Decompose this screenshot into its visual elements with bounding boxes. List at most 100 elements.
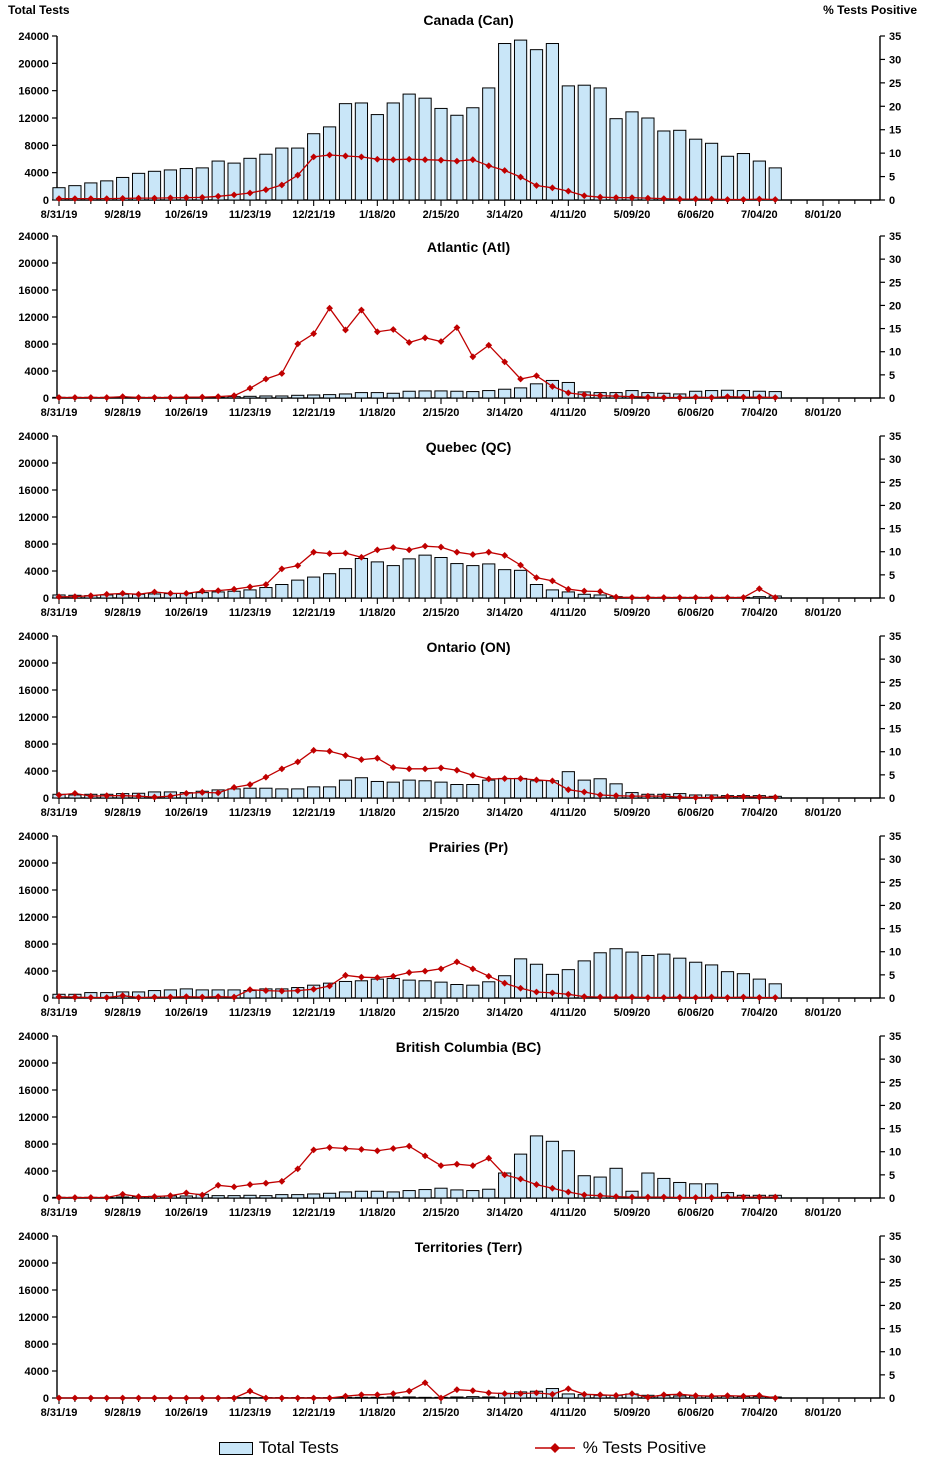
total-tests-bar — [338, 1191, 353, 1199]
x-tick-label: 7/04/20 — [741, 209, 778, 221]
pct-positive-marker — [580, 788, 588, 796]
left-tick-label: 16000 — [18, 885, 49, 897]
total-tests-bar — [275, 147, 289, 201]
left-tick-label: 20000 — [18, 1258, 49, 1270]
pct-positive-marker — [501, 552, 509, 559]
total-tests-bar — [657, 130, 671, 201]
x-tick-label: 1/18/20 — [359, 807, 396, 819]
pct-positive-marker — [246, 781, 254, 788]
total-tests-bar — [243, 1194, 257, 1199]
total-tests-bar — [482, 1396, 496, 1399]
total-tests-bar — [291, 1194, 305, 1199]
pct-positive-marker — [278, 181, 286, 189]
x-tick-label: 8/31/19 — [41, 1007, 78, 1019]
pct-positive-marker — [628, 993, 636, 1001]
left-tick-label: 20000 — [18, 258, 49, 270]
total-tests-bar — [529, 780, 544, 799]
x-tick-label: 9/28/19 — [104, 1007, 141, 1019]
total-tests-bar — [482, 779, 496, 799]
pct-positive-marker — [708, 195, 715, 203]
total-tests-bar — [513, 569, 528, 599]
left-tick-label: 16000 — [18, 485, 49, 497]
pct-positive-marker — [405, 1387, 413, 1395]
total-tests-bar — [450, 1189, 464, 1199]
right-tick-label: 30 — [889, 854, 901, 866]
pct-positive-marker — [262, 186, 270, 194]
pct-positive-marker — [182, 1394, 190, 1402]
x-tick-label: 12/21/19 — [292, 1007, 335, 1019]
pct-positive-marker — [692, 195, 700, 203]
pct-positive-marker — [724, 793, 731, 801]
pct-positive-marker — [580, 587, 588, 595]
right-tick-label: 25 — [889, 1277, 901, 1289]
total-tests-bar — [466, 107, 480, 201]
total-tests-bar — [450, 784, 464, 799]
total-tests-bar — [354, 392, 369, 399]
pct-positive-marker — [278, 987, 286, 995]
panel-title: Quebec (QC) — [426, 439, 512, 455]
right-tick-label: 25 — [889, 677, 901, 689]
chart-panel-ontario-on: Ontario (ON) 0 4000 8000 12000 16000 20000 2400… — [18, 631, 901, 819]
x-tick-label: 10/26/19 — [165, 1407, 208, 1419]
total-tests-bar — [243, 395, 257, 399]
total-tests-bar — [498, 388, 512, 399]
total-tests-bar — [227, 1195, 241, 1199]
legend-pct-positive: % Tests Positive — [533, 1438, 706, 1458]
pct-positive-marker — [596, 392, 604, 400]
pct-positive-marker — [214, 789, 222, 797]
pct-positive-marker — [87, 195, 95, 202]
x-tick-label: 4/11/20 — [550, 607, 586, 619]
left-tick-label: 0 — [43, 1193, 49, 1205]
pct-positive-marker — [405, 1142, 413, 1150]
pct-positive-marker — [119, 393, 127, 401]
pct-positive-marker — [358, 756, 365, 763]
total-tests-bar — [450, 114, 464, 201]
pct-positive-marker — [549, 383, 556, 390]
pct-positive-marker — [771, 394, 779, 401]
pct-positive-marker — [119, 1394, 127, 1402]
pct-positive-marker — [326, 1394, 333, 1402]
pct-positive-marker — [549, 777, 556, 785]
pct-positive-marker — [214, 1181, 222, 1189]
pct-positive-marker — [151, 793, 158, 801]
left-tick-label: 4000 — [25, 1166, 49, 1178]
total-tests-bar — [370, 978, 384, 999]
total-tests-bar — [418, 1189, 432, 1199]
pct-positive-marker — [564, 585, 572, 593]
total-tests-bar — [402, 1190, 416, 1199]
total-tests-bar — [354, 558, 369, 599]
pct-positive-marker — [421, 542, 429, 550]
total-tests-bar — [338, 779, 353, 799]
pct-positive-marker — [182, 1189, 190, 1197]
left-tick-label: 20000 — [18, 58, 49, 70]
pct-positive-marker — [771, 594, 779, 601]
total-tests-bar — [466, 565, 480, 599]
pct-positive-marker — [326, 982, 333, 990]
pct-positive-marker — [310, 985, 318, 993]
total-tests-bar — [386, 392, 400, 399]
pct-positive-marker — [405, 546, 413, 554]
pct-positive-marker — [326, 550, 333, 557]
pct-positive-marker — [71, 195, 79, 202]
left-tick-label: 16000 — [18, 1285, 49, 1297]
pct-positive-marker — [596, 791, 604, 799]
pct-positive-marker — [421, 1152, 429, 1160]
pct-positive-marker — [342, 152, 349, 160]
left-tick-label: 16000 — [18, 86, 49, 98]
pct-positive-marker — [342, 326, 349, 334]
pct-positive-marker — [628, 393, 636, 401]
pct-positive-marker — [167, 194, 174, 202]
x-tick-label: 7/04/20 — [741, 607, 778, 619]
left-tick-label: 8000 — [25, 140, 49, 152]
pct-positive-marker — [517, 375, 524, 383]
pct-positive-line — [59, 307, 776, 399]
pct-positive-marker — [740, 196, 747, 203]
pct-positive-marker — [310, 330, 318, 338]
right-tick-label: 0 — [889, 793, 895, 805]
pct-positive-marker — [405, 765, 413, 773]
pct-positive-marker — [596, 993, 604, 1001]
left-tick-label: 24000 — [18, 831, 49, 843]
right-tick-label: 15 — [889, 924, 901, 936]
x-tick-label: 9/28/19 — [104, 1207, 141, 1219]
x-tick-label: 1/18/20 — [359, 1007, 396, 1019]
